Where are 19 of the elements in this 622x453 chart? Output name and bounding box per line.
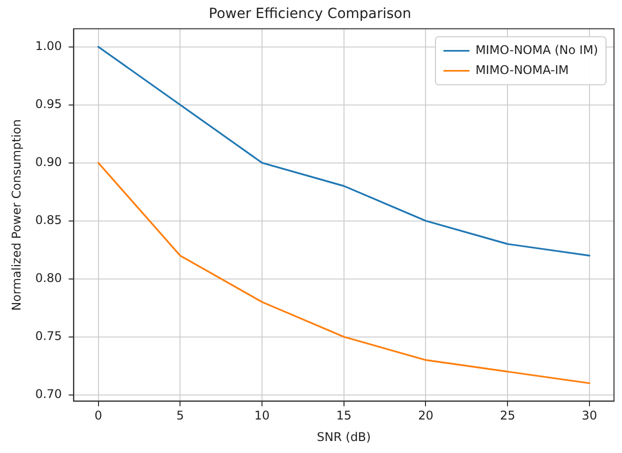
y-tick-label: 0.80 <box>31 270 66 285</box>
y-tick-label: 0.75 <box>31 328 66 343</box>
x-tick-label: 10 <box>250 408 274 423</box>
y-tick-label: 0.70 <box>31 386 66 401</box>
y-tick-label: 0.90 <box>31 154 66 169</box>
y-axis-title: Normalized Power Consumption <box>9 119 24 311</box>
x-tick-label: 30 <box>578 408 601 423</box>
x-tick-label: 15 <box>332 408 356 423</box>
legend-label: MIMO-NOMA (No IM) <box>475 42 598 57</box>
y-tick-label: 1.00 <box>31 38 66 53</box>
x-tick-label: 20 <box>414 408 438 423</box>
x-tick-label: 25 <box>496 408 520 423</box>
legend-label: MIMO-NOMA-IM <box>475 62 569 77</box>
x-tick-label: 5 <box>172 408 188 423</box>
x-tick-label: 0 <box>90 408 106 423</box>
y-tick-label: 0.95 <box>31 96 66 111</box>
chart-title: Power Efficiency Comparison <box>208 6 412 22</box>
x-axis-title: SNR (dB) <box>316 430 371 444</box>
y-tick-label: 0.85 <box>31 212 66 227</box>
